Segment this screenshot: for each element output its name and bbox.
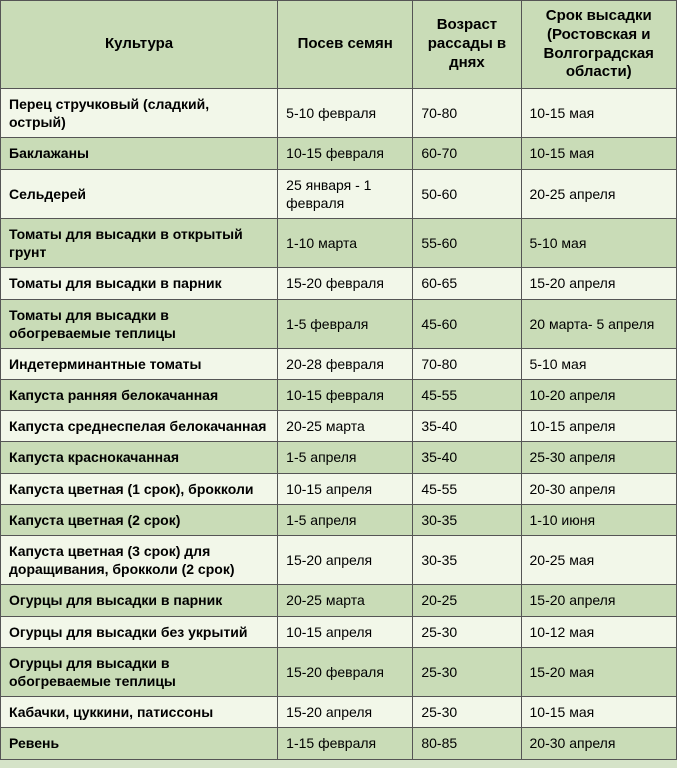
- cell-plant: 5-10 мая: [521, 348, 677, 379]
- cell-crop: Томаты для высадки в обогреваемые теплиц…: [1, 299, 278, 348]
- cell-crop: Капуста ранняя белокачанная: [1, 380, 278, 411]
- table-row: Капуста ранняя белокачанная10-15 февраля…: [1, 380, 677, 411]
- cell-age: 60-70: [413, 138, 521, 169]
- cell-age: 45-60: [413, 299, 521, 348]
- cell-sow: 15-20 февраля: [278, 647, 413, 696]
- cell-age: 20-25: [413, 585, 521, 616]
- table-row: Баклажаны10-15 февраля60-7010-15 мая: [1, 138, 677, 169]
- cell-crop: Ревень: [1, 728, 278, 759]
- cell-age: 25-30: [413, 616, 521, 647]
- cell-age: 70-80: [413, 348, 521, 379]
- table-row: Сельдерей25 января - 1 февраля50-6020-25…: [1, 169, 677, 218]
- cell-crop: Сельдерей: [1, 169, 278, 218]
- cell-sow: 10-15 апреля: [278, 616, 413, 647]
- cell-sow: 15-20 апреля: [278, 536, 413, 585]
- table-row: Томаты для высадки в парник15-20 февраля…: [1, 268, 677, 299]
- cell-crop: Огурцы для высадки в парник: [1, 585, 278, 616]
- table-row: Капуста среднеспелая белокачанная20-25 м…: [1, 411, 677, 442]
- table-row: Индетерминантные томаты20-28 февраля70-8…: [1, 348, 677, 379]
- cell-age: 35-40: [413, 411, 521, 442]
- table-row: Кабачки, цуккини, патиссоны15-20 апреля2…: [1, 697, 677, 728]
- cell-sow: 20-28 февраля: [278, 348, 413, 379]
- table-row: Огурцы для высадки в обогреваемые теплиц…: [1, 647, 677, 696]
- table-row: Капуста цветная (3 срок) для доращивания…: [1, 536, 677, 585]
- cell-sow: 20-25 марта: [278, 411, 413, 442]
- col-header-crop: Культура: [1, 1, 278, 89]
- cell-age: 30-35: [413, 536, 521, 585]
- cell-age: 45-55: [413, 473, 521, 504]
- cell-age: 45-55: [413, 380, 521, 411]
- cell-crop: Томаты для высадки в открытый грунт: [1, 218, 278, 267]
- cell-plant: 15-20 апреля: [521, 268, 677, 299]
- cell-plant: 10-20 апреля: [521, 380, 677, 411]
- cell-sow: 15-20 февраля: [278, 268, 413, 299]
- table-row: Перец стручковый (сладкий, острый)5-10 ф…: [1, 89, 677, 138]
- cell-sow: 20-25 марта: [278, 585, 413, 616]
- cell-plant: 10-15 апреля: [521, 411, 677, 442]
- cell-sow: 10-15 февраля: [278, 138, 413, 169]
- cell-age: 70-80: [413, 89, 521, 138]
- cell-plant: 25-30 апреля: [521, 442, 677, 473]
- col-header-sow: Посев семян: [278, 1, 413, 89]
- cell-crop: Капуста краснокачанная: [1, 442, 278, 473]
- cell-plant: 10-15 мая: [521, 697, 677, 728]
- cell-sow: 1-10 марта: [278, 218, 413, 267]
- cell-crop: Кабачки, цуккини, патиссоны: [1, 697, 278, 728]
- table-row: Огурцы для высадки без укрытий10-15 апре…: [1, 616, 677, 647]
- table-row: Ревень1-15 февраля80-8520-30 апреля: [1, 728, 677, 759]
- cell-crop: Индетерминантные томаты: [1, 348, 278, 379]
- cell-plant: 20-30 апреля: [521, 728, 677, 759]
- table-row: Капуста краснокачанная1-5 апреля35-4025-…: [1, 442, 677, 473]
- cell-crop: Капуста цветная (3 срок) для доращивания…: [1, 536, 278, 585]
- cell-plant: 20-25 апреля: [521, 169, 677, 218]
- cell-sow: 1-5 апреля: [278, 504, 413, 535]
- cell-age: 55-60: [413, 218, 521, 267]
- cell-sow: 15-20 апреля: [278, 697, 413, 728]
- cell-sow: 10-15 февраля: [278, 380, 413, 411]
- table-row: Капуста цветная (1 срок), брокколи10-15 …: [1, 473, 677, 504]
- cell-crop: Огурцы для высадки в обогреваемые теплиц…: [1, 647, 278, 696]
- cell-age: 25-30: [413, 647, 521, 696]
- cell-plant: 20 марта- 5 апреля: [521, 299, 677, 348]
- cell-crop: Капуста цветная (1 срок), брокколи: [1, 473, 278, 504]
- cell-crop: Томаты для высадки в парник: [1, 268, 278, 299]
- cell-plant: 5-10 мая: [521, 218, 677, 267]
- cell-crop: Баклажаны: [1, 138, 278, 169]
- cell-sow: 1-15 февраля: [278, 728, 413, 759]
- cell-crop: Капуста цветная (2 срок): [1, 504, 278, 535]
- table-row: Томаты для высадки в обогреваемые теплиц…: [1, 299, 677, 348]
- cell-age: 25-30: [413, 697, 521, 728]
- cell-age: 80-85: [413, 728, 521, 759]
- col-header-age: Возраст рассады в днях: [413, 1, 521, 89]
- cell-age: 60-65: [413, 268, 521, 299]
- seedling-table: Культура Посев семян Возраст рассады в д…: [0, 0, 677, 760]
- cell-plant: 20-25 мая: [521, 536, 677, 585]
- cell-age: 30-35: [413, 504, 521, 535]
- cell-plant: 1-10 июня: [521, 504, 677, 535]
- table-header: Культура Посев семян Возраст рассады в д…: [1, 1, 677, 89]
- table-row: Огурцы для высадки в парник20-25 марта20…: [1, 585, 677, 616]
- cell-crop: Перец стручковый (сладкий, острый): [1, 89, 278, 138]
- cell-age: 35-40: [413, 442, 521, 473]
- table-body: Перец стручковый (сладкий, острый)5-10 ф…: [1, 89, 677, 760]
- cell-plant: 10-15 мая: [521, 138, 677, 169]
- table-row: Томаты для высадки в открытый грунт1-10 …: [1, 218, 677, 267]
- cell-sow: 5-10 февраля: [278, 89, 413, 138]
- cell-sow: 25 января - 1 февраля: [278, 169, 413, 218]
- cell-plant: 15-20 апреля: [521, 585, 677, 616]
- cell-sow: 1-5 апреля: [278, 442, 413, 473]
- cell-plant: 10-12 мая: [521, 616, 677, 647]
- cell-crop: Огурцы для высадки без укрытий: [1, 616, 278, 647]
- cell-sow: 1-5 февраля: [278, 299, 413, 348]
- cell-plant: 20-30 апреля: [521, 473, 677, 504]
- cell-plant: 10-15 мая: [521, 89, 677, 138]
- table-row: Капуста цветная (2 срок)1-5 апреля30-351…: [1, 504, 677, 535]
- cell-sow: 10-15 апреля: [278, 473, 413, 504]
- col-header-plant: Срок высадки (Ростовская и Волгоградская…: [521, 1, 677, 89]
- cell-age: 50-60: [413, 169, 521, 218]
- cell-plant: 15-20 мая: [521, 647, 677, 696]
- cell-crop: Капуста среднеспелая белокачанная: [1, 411, 278, 442]
